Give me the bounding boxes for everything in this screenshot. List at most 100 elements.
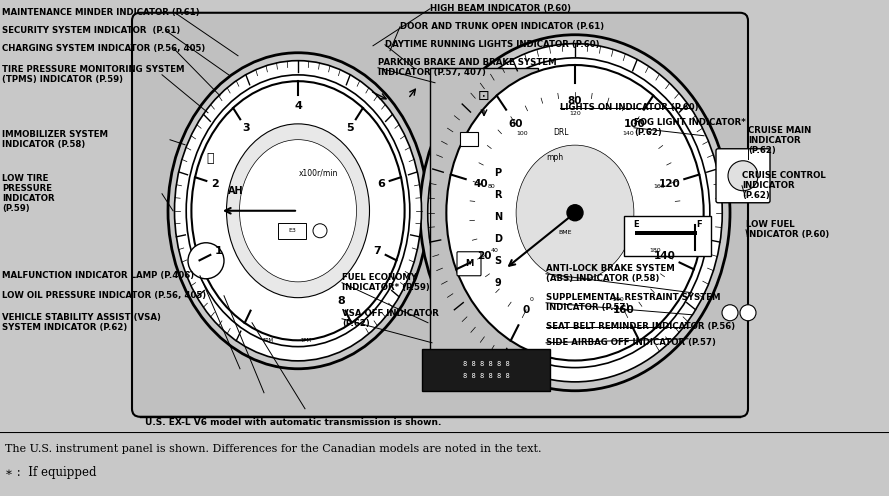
Text: PARKING BRAKE AND BRAKE SYSTEM
INDICATOR (P.57, 407): PARKING BRAKE AND BRAKE SYSTEM INDICATOR… [378,58,557,77]
Text: 160: 160 [653,185,665,189]
Text: 100: 100 [623,119,645,129]
Text: 0: 0 [530,297,533,302]
Circle shape [740,305,756,321]
Circle shape [567,205,583,221]
Text: 120: 120 [659,179,680,189]
Ellipse shape [428,44,722,382]
Text: F: F [696,220,702,229]
Text: U.S. EX-L V6 model with automatic transmission is shown.: U.S. EX-L V6 model with automatic transm… [145,418,441,427]
FancyBboxPatch shape [132,13,748,417]
Ellipse shape [420,35,730,391]
Text: IMMOBILIZER SYSTEM
INDICATOR (P.58): IMMOBILIZER SYSTEM INDICATOR (P.58) [2,130,108,149]
Text: TIRE PRESSURE MONITORING SYSTEM
(TPMS) INDICATOR (P.59): TIRE PRESSURE MONITORING SYSTEM (TPMS) I… [2,65,185,84]
Text: 7: 7 [373,246,381,255]
Text: LOW TIRE
PRESSURE
INDICATOR
(P.59): LOW TIRE PRESSURE INDICATOR (P.59) [2,174,54,213]
Circle shape [313,224,327,238]
Text: LOW FUEL
INDICATOR (P.60): LOW FUEL INDICATOR (P.60) [746,220,829,239]
Text: 160: 160 [613,305,635,315]
Text: SECURITY SYSTEM INDICATOR  (P.61): SECURITY SYSTEM INDICATOR (P.61) [2,26,180,35]
FancyBboxPatch shape [278,223,306,239]
Ellipse shape [440,58,709,368]
Circle shape [722,305,738,321]
Text: BME: BME [558,230,572,235]
Text: N: N [494,212,502,222]
Text: 20: 20 [477,250,492,261]
Text: SIDE AIRBAG OFF INDICATOR (P.57): SIDE AIRBAG OFF INDICATOR (P.57) [546,338,716,347]
Text: TPM: TPM [300,338,311,343]
Ellipse shape [227,124,370,298]
Ellipse shape [517,145,634,280]
Text: 0: 0 [523,305,530,315]
Text: LIGHTS ON INDICATOR (P.60): LIGHTS ON INDICATOR (P.60) [560,103,699,112]
Text: FUEL ECONOMY
INDICATOR* (P.59): FUEL ECONOMY INDICATOR* (P.59) [342,273,429,292]
Text: 2: 2 [212,179,219,189]
Text: MALFUNCTION INDICATOR LAMP (P.406): MALFUNCTION INDICATOR LAMP (P.406) [2,271,194,280]
Circle shape [728,161,758,191]
Text: E3: E3 [288,228,296,233]
Text: R: R [494,190,501,200]
Text: FOG LIGHT INDICATOR*
(P.62): FOG LIGHT INDICATOR* (P.62) [634,118,746,137]
Bar [635,231,697,235]
Text: 1: 1 [215,246,222,255]
Text: 80: 80 [487,185,495,189]
Text: CRUISE CONTROL
INDICATOR
(P.62): CRUISE CONTROL INDICATOR (P.62) [742,171,826,200]
Ellipse shape [446,65,704,361]
FancyBboxPatch shape [457,252,481,276]
Ellipse shape [186,75,410,347]
Text: 5: 5 [347,123,354,133]
Circle shape [188,243,224,279]
Text: D: D [494,234,502,244]
FancyBboxPatch shape [430,68,538,363]
Text: 40: 40 [473,179,488,189]
FancyBboxPatch shape [624,216,711,256]
Text: 4: 4 [294,102,302,112]
FancyBboxPatch shape [422,349,550,391]
Text: LOW OIL PRESSURE INDICATOR (P.56, 405): LOW OIL PRESSURE INDICATOR (P.56, 405) [2,291,206,300]
Ellipse shape [174,61,421,361]
Ellipse shape [191,81,404,340]
Text: 180: 180 [649,248,661,253]
Text: mph: mph [547,153,564,162]
Text: 60: 60 [509,119,523,129]
Text: AH: AH [228,186,244,196]
Text: 40: 40 [491,248,499,253]
Text: VEHICLE STABILITY ASSIST (VSA)
SYSTEM INDICATOR (P.62): VEHICLE STABILITY ASSIST (VSA) SYSTEM IN… [2,313,161,332]
Text: M: M [465,259,473,268]
Text: 8 8 8 8 8 8: 8 8 8 8 8 8 [462,373,509,379]
Text: 9: 9 [494,278,501,288]
Text: 6: 6 [377,179,385,189]
Text: ⊡: ⊡ [478,89,490,103]
Text: DRL: DRL [553,128,568,137]
Text: ANTI-LOCK BRAKE SYSTEM
(ABS) INDICATOR (P.58): ANTI-LOCK BRAKE SYSTEM (ABS) INDICATOR (… [546,264,675,283]
Text: 140: 140 [622,131,634,136]
Text: x100r/min: x100r/min [299,168,338,177]
Text: VSA OFF INDICATOR
(P.62): VSA OFF INDICATOR (P.62) [342,309,439,328]
Text: CRUISE MAIN
INDICATOR
(P.62): CRUISE MAIN INDICATOR (P.62) [748,126,812,155]
FancyBboxPatch shape [460,132,478,146]
Text: TPM: TPM [262,338,274,343]
Text: 120: 120 [569,111,581,116]
Text: 140: 140 [654,250,677,261]
Text: 3: 3 [242,123,250,133]
Text: SUPPLEMENTAL RESTRAINT SYSTEM
INDICATOR (P.57): SUPPLEMENTAL RESTRAINT SYSTEM INDICATOR … [546,293,720,312]
Text: HIGH BEAM INDICATOR (P.60): HIGH BEAM INDICATOR (P.60) [430,4,571,13]
Text: ∗ :  If equipped: ∗ : If equipped [5,466,97,479]
Ellipse shape [239,140,356,282]
Text: E: E [633,220,638,229]
Text: 8: 8 [337,296,345,306]
Text: ⏚: ⏚ [206,152,213,165]
Text: 80: 80 [568,96,582,106]
Ellipse shape [168,53,428,369]
Text: 100: 100 [517,131,528,136]
Text: DAYTIME RUNNING LIGHTS INDICATOR (P.60): DAYTIME RUNNING LIGHTS INDICATOR (P.60) [385,40,599,49]
Text: MAINTENANCE MINDER INDICATOR (P.61): MAINTENANCE MINDER INDICATOR (P.61) [2,8,200,17]
Text: 200: 200 [613,297,624,302]
Text: CHARGING SYSTEM INDICATOR (P.56, 405): CHARGING SYSTEM INDICATOR (P.56, 405) [2,44,205,53]
FancyBboxPatch shape [716,149,770,203]
Text: SEAT BELT REMINDER INDICATOR (P.56): SEAT BELT REMINDER INDICATOR (P.56) [546,322,735,331]
Text: P: P [494,168,501,178]
Text: DOOR AND TRUNK OPEN INDICATOR (P.61): DOOR AND TRUNK OPEN INDICATOR (P.61) [400,22,605,31]
Text: 8 8 8 8 8 8: 8 8 8 8 8 8 [462,361,509,367]
Text: S: S [494,256,501,266]
Text: The U.S. instrument panel is shown. Differences for the Canadian models are note: The U.S. instrument panel is shown. Diff… [5,444,541,454]
